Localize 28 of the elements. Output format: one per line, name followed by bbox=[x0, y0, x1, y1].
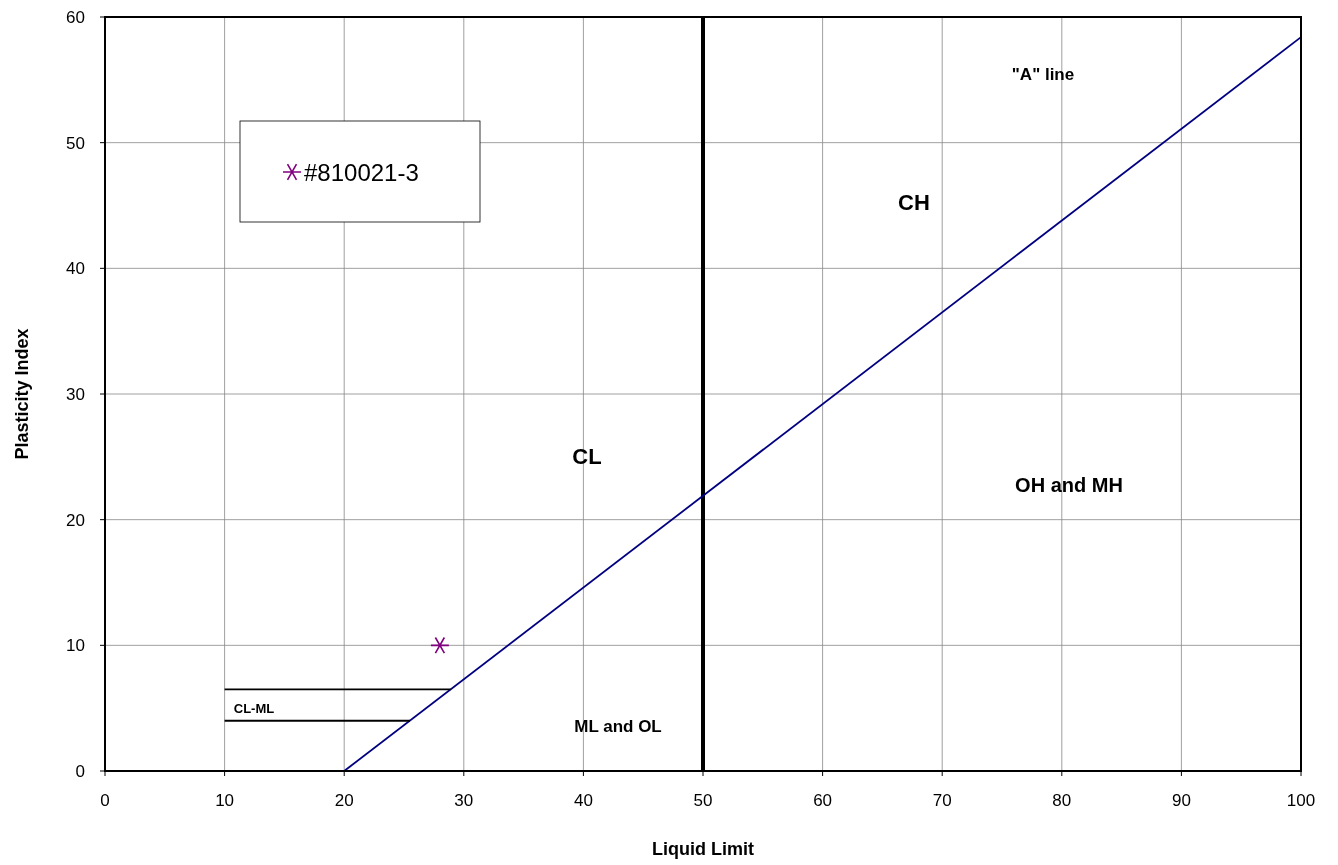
y-tick-label: 30 bbox=[66, 385, 85, 404]
x-tick-label: 10 bbox=[215, 791, 235, 810]
legend-label: #810021-3 bbox=[304, 159, 419, 186]
x-tick-label: 90 bbox=[1171, 791, 1191, 810]
x-tick-label: 70 bbox=[932, 791, 952, 810]
annotation: OH and MH bbox=[1015, 474, 1123, 496]
annotation: ML and OL bbox=[574, 717, 662, 736]
x-tick-label: 20 bbox=[334, 791, 354, 810]
y-tick-label: 0 bbox=[75, 762, 85, 781]
y-axis-title: Plasticity Index bbox=[12, 328, 32, 460]
y-tick-label: 20 bbox=[66, 510, 85, 530]
x-tick-label: 60 bbox=[813, 791, 833, 810]
x-tick-label: 30 bbox=[454, 791, 474, 810]
x-tick-label: 80 bbox=[1052, 791, 1072, 810]
annotation: CL-ML bbox=[233, 701, 275, 716]
x-tick-label: 40 bbox=[573, 791, 593, 810]
annotation: CH bbox=[898, 190, 930, 215]
x-axis-title: Liquid Limit bbox=[652, 839, 754, 859]
legend: #810021-3 bbox=[239, 120, 481, 223]
x-tick-label: 100 bbox=[1286, 791, 1316, 810]
y-tick-label: 40 bbox=[66, 259, 85, 279]
x-tick-label: 0 bbox=[100, 791, 110, 810]
y-tick-label: 50 bbox=[66, 133, 85, 153]
y-tick-label: 60 bbox=[66, 8, 85, 27]
x-tick-label: 50 bbox=[693, 791, 713, 810]
annotation: CL bbox=[572, 444, 602, 469]
y-tick-label: 10 bbox=[66, 636, 85, 656]
annotation: "A" line bbox=[1011, 65, 1075, 84]
